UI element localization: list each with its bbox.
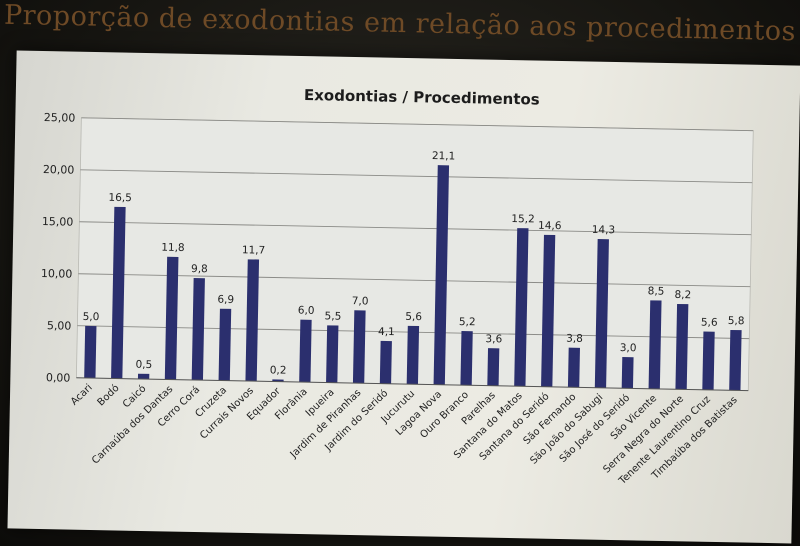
bar [137,373,150,380]
bar [84,325,97,379]
bar [621,357,634,389]
bar [406,325,420,385]
bar-value-label: 8,5 [648,285,665,297]
bar-value-label: 21,1 [432,150,456,162]
category-label: Acari [69,382,95,407]
bar-value-label: 0,5 [135,359,152,371]
bars [84,165,742,391]
gridline [79,221,752,236]
y-tick-label: 10,00 [41,267,73,281]
bar [164,256,179,380]
bar [648,300,662,389]
bar-value-label: 4,1 [378,326,395,338]
y-axis-ticks: 0,00 5,00 10,00 15,00 20,00 25,00 [41,111,76,385]
y-tick-label: 15,00 [42,215,74,229]
bar [433,165,450,385]
bar-value-label: 3,0 [620,342,637,354]
bar [702,331,715,390]
bar-value-label: 14,3 [592,224,616,236]
bar [245,259,260,382]
gridline [81,117,754,132]
bar-value-label: 11,8 [161,242,185,254]
bar [218,308,232,381]
bar-value-label: 6,9 [217,294,234,306]
bar-value-label: 16,5 [108,192,132,204]
bar-value-label: 15,2 [511,213,535,225]
bar-value-label: 3,6 [485,333,502,345]
category-label: Bodó [95,382,122,408]
bar [352,310,366,384]
bar [326,325,339,383]
y-tick-label: 5,00 [47,319,72,332]
bar-value-label: 5,2 [459,316,476,328]
bar-chart: Exodontias / Procedimentos 0,00 5,00 10,00… [41,86,754,487]
bar-value-label: 0,2 [270,364,287,376]
bar [111,206,126,379]
y-tick-label: 20,00 [43,163,75,177]
bar-value-label: 5,0 [83,311,100,323]
bar [460,331,473,386]
bar-value-label: 5,8 [728,315,745,327]
bar [191,278,205,381]
bar-value-label: 9,8 [191,263,208,275]
bar-value-label: 5,5 [325,310,342,322]
y-tick-label: 0,00 [46,371,71,384]
bar [379,340,392,384]
bar [729,329,742,391]
bar-value-label: 14,6 [538,220,562,232]
projection-screen: Exodontias / Procedimentos 0,00 5,00 10,00… [7,50,800,544]
bar-value-label: 3,8 [566,333,583,345]
bar-value-label: 5,6 [405,311,422,323]
bar [487,348,500,386]
gridline [80,169,753,184]
y-tick-label: 25,00 [44,111,76,125]
gridline [78,273,751,288]
bar-value-label: 8,2 [674,289,691,301]
bar-value-label: 5,6 [701,316,718,328]
bar [567,347,580,388]
bar-value-label: 7,0 [352,295,369,307]
bar-value-label: 11,7 [242,244,266,256]
chart-title: Exodontias / Procedimentos [304,86,540,109]
bar [594,238,609,388]
bar [675,303,689,390]
bar [514,228,529,387]
value-labels: 5,0 16,5 0,5 11,8 9,8 6,9 11,7 0,2 6,0 5,5 7,0 4,1 5… [83,150,745,377]
bar [541,234,556,387]
x-axis-line [76,377,749,392]
bar-value-label: 6,0 [298,305,315,317]
bar [299,319,312,383]
